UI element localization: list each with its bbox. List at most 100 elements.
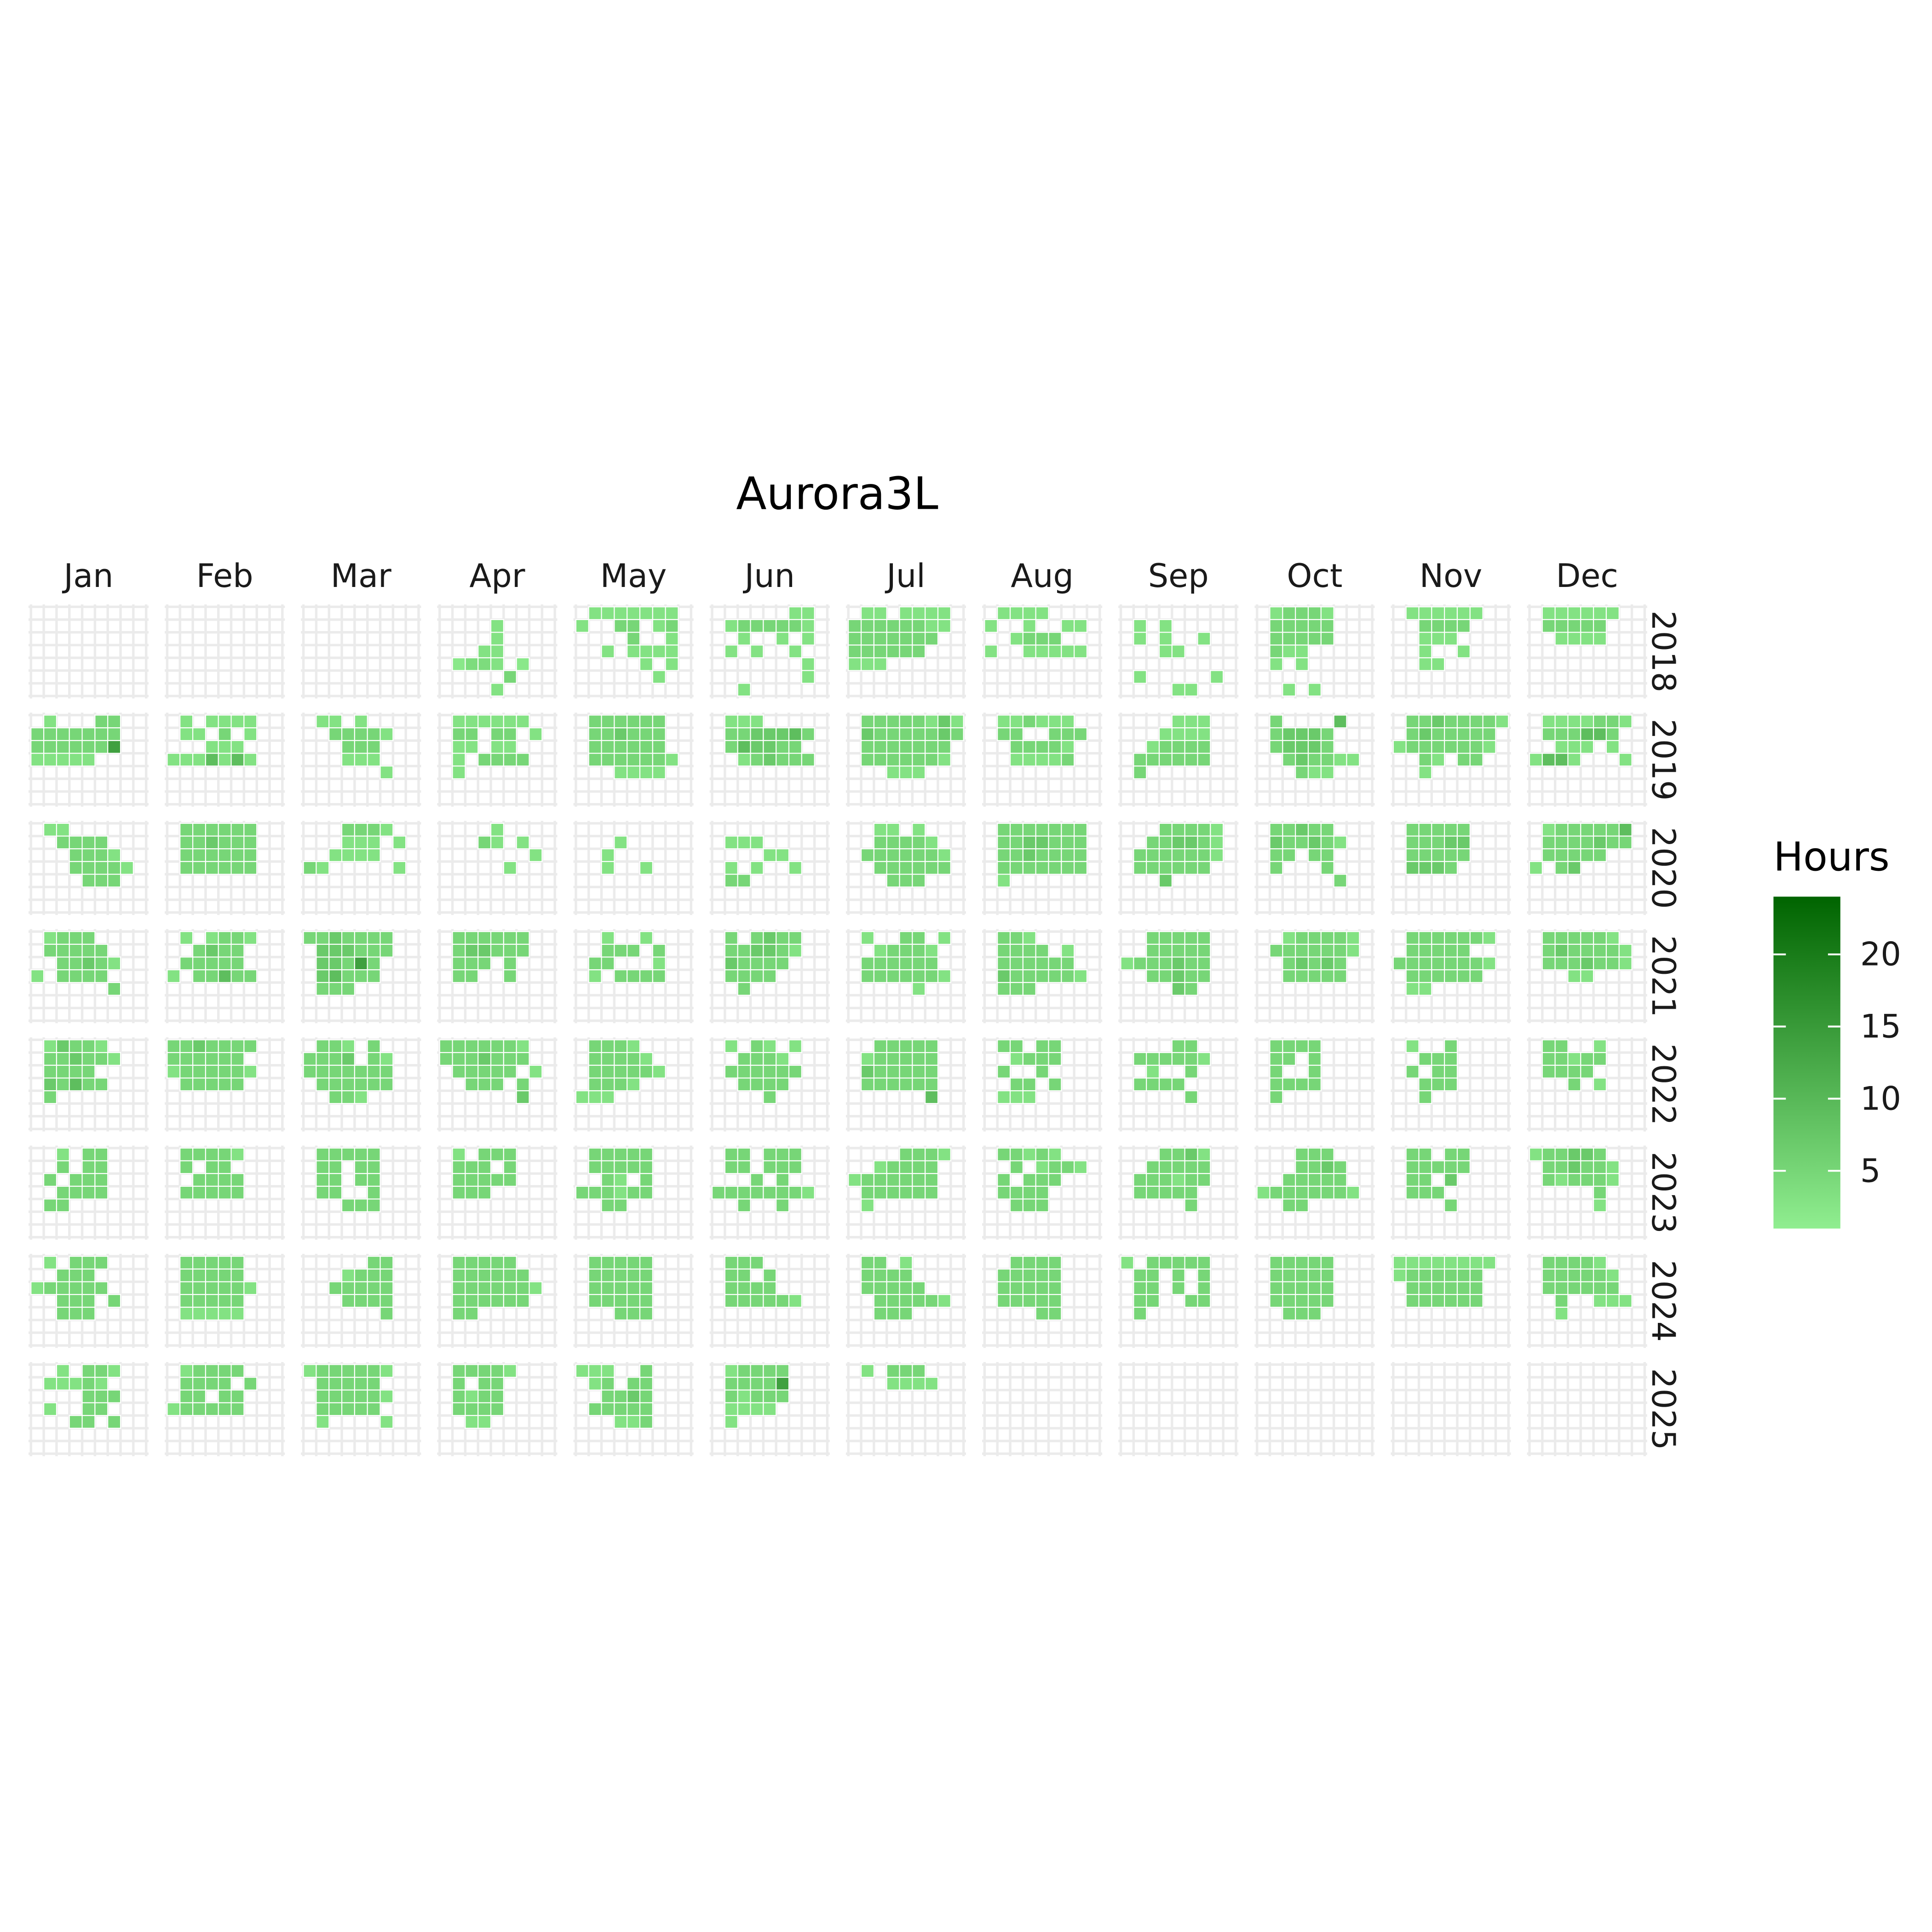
day-cell xyxy=(1307,606,1322,620)
day-cell xyxy=(341,956,355,971)
day-cell xyxy=(205,1147,219,1162)
day-cell xyxy=(750,956,764,971)
day-cell xyxy=(465,931,479,945)
day-cell xyxy=(1469,1281,1484,1295)
day-cell xyxy=(601,1256,615,1270)
day-cell xyxy=(1456,644,1471,659)
day-cell xyxy=(1184,1256,1198,1270)
day-cell xyxy=(192,1185,207,1200)
day-cell xyxy=(230,1147,245,1162)
day-cell xyxy=(1048,644,1062,659)
day-cell xyxy=(192,727,207,742)
day-cell xyxy=(627,943,641,958)
day-cell xyxy=(1444,606,1458,620)
day-cell xyxy=(1605,956,1620,971)
day-cell xyxy=(1541,1256,1556,1270)
day-cell xyxy=(1158,1160,1173,1174)
day-cell xyxy=(1295,632,1309,646)
day-cell xyxy=(81,727,96,742)
day-cell xyxy=(1593,1294,1607,1308)
day-cell xyxy=(1146,848,1160,862)
day-cell xyxy=(465,657,479,671)
day-cell xyxy=(1541,1147,1556,1162)
day-cell xyxy=(1469,727,1484,742)
day-cell xyxy=(899,632,913,646)
day-cell xyxy=(1405,1160,1420,1174)
day-cell xyxy=(873,835,887,850)
day-cell xyxy=(912,1160,926,1174)
day-cell xyxy=(218,969,232,983)
day-cell xyxy=(627,1268,641,1282)
facet-nov-2020 xyxy=(1391,821,1511,915)
day-cell xyxy=(1541,956,1556,971)
facet-may-2022 xyxy=(573,1037,694,1132)
day-cell xyxy=(1320,848,1334,862)
day-cell xyxy=(1133,1052,1147,1066)
day-cell xyxy=(1320,1256,1334,1270)
day-cell xyxy=(205,714,219,729)
day-cell xyxy=(912,740,926,754)
day-cell xyxy=(243,861,258,875)
day-cell xyxy=(529,1281,543,1295)
day-cell xyxy=(107,740,121,754)
day-cell xyxy=(652,740,666,754)
day-cell xyxy=(860,956,874,971)
day-cell xyxy=(937,1294,951,1308)
day-cell xyxy=(1048,1160,1062,1174)
day-cell xyxy=(341,1268,355,1282)
day-cell xyxy=(1197,848,1211,862)
facet-oct-2021 xyxy=(1254,929,1375,1024)
day-cell xyxy=(1035,1039,1049,1053)
day-cell xyxy=(750,1376,764,1391)
day-cell xyxy=(1567,606,1581,620)
day-cell xyxy=(614,606,628,620)
day-cell xyxy=(1009,835,1024,850)
day-cell xyxy=(1469,1294,1484,1308)
day-cell xyxy=(354,822,368,837)
day-cell xyxy=(1035,1256,1049,1270)
day-cell xyxy=(1197,822,1211,837)
facet-may-2019 xyxy=(573,713,694,807)
day-cell xyxy=(179,1160,194,1174)
day-cell xyxy=(1256,1185,1271,1200)
day-cell xyxy=(477,657,492,671)
day-cell xyxy=(94,1281,109,1295)
day-cell xyxy=(477,1064,492,1079)
day-cell xyxy=(1431,969,1445,983)
day-cell xyxy=(452,1389,466,1403)
day-cell xyxy=(452,657,466,671)
day-cell xyxy=(776,1294,790,1308)
facet-mar-2021 xyxy=(301,929,421,1024)
day-cell xyxy=(724,931,738,945)
day-cell xyxy=(1567,969,1581,983)
day-cell xyxy=(860,644,874,659)
day-cell xyxy=(1593,1185,1607,1200)
day-cell xyxy=(886,1268,900,1282)
month-label-apr: Apr xyxy=(469,557,525,595)
day-cell xyxy=(639,1281,653,1295)
day-cell xyxy=(1197,1052,1211,1066)
day-cell xyxy=(1405,727,1420,742)
day-cell xyxy=(750,1052,764,1066)
day-cell xyxy=(1580,1052,1594,1066)
day-cell xyxy=(665,632,679,646)
facet-feb-2021 xyxy=(165,929,285,1024)
day-cell xyxy=(1022,619,1036,633)
day-cell xyxy=(873,740,887,754)
day-cell xyxy=(724,956,738,971)
day-cell xyxy=(1133,861,1147,875)
day-cell xyxy=(763,1402,777,1416)
day-cell xyxy=(516,714,530,729)
day-cell xyxy=(1048,1039,1062,1053)
day-cell xyxy=(1320,943,1334,958)
day-cell xyxy=(1269,835,1283,850)
day-cell xyxy=(1567,822,1581,837)
day-cell xyxy=(179,1268,194,1282)
day-cell xyxy=(873,606,887,620)
day-cell xyxy=(1567,619,1581,633)
day-cell xyxy=(750,753,764,767)
day-cell xyxy=(43,740,58,754)
day-cell xyxy=(575,619,589,633)
day-cell xyxy=(94,969,109,983)
day-cell xyxy=(328,956,343,971)
